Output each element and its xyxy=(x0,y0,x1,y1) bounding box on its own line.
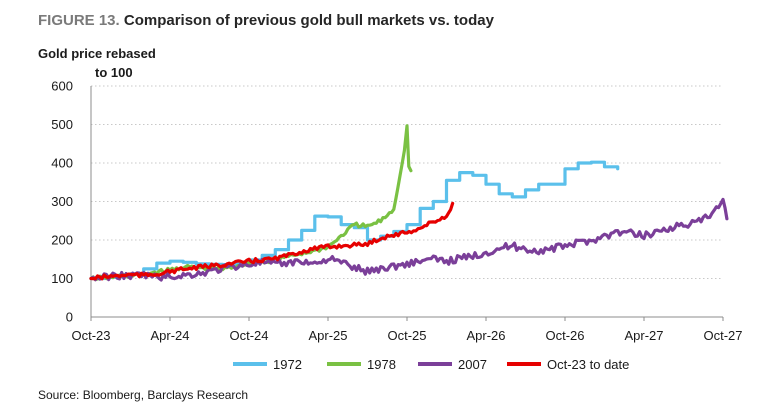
y-tick-label: 600 xyxy=(51,79,73,94)
figure-title-text: Comparison of previous gold bull markets… xyxy=(123,12,494,29)
legend-label: Oct-23 to date xyxy=(547,357,629,372)
x-tick-label: Oct-24 xyxy=(229,328,268,343)
x-tick-label: Apr-26 xyxy=(466,328,505,343)
x-tick-label: Apr-25 xyxy=(308,328,347,343)
legend: 1972 1978 2007 Oct-23 to date xyxy=(233,357,629,372)
x-tick-label: Apr-24 xyxy=(150,328,189,343)
legend-label: 1978 xyxy=(367,357,396,372)
series-lines xyxy=(89,124,729,282)
source-note: Source: Bloomberg, Barclays Research xyxy=(38,388,249,402)
figure-title: FIGURE 13. Comparison of previous gold b… xyxy=(38,12,494,29)
series-line-1978 xyxy=(89,124,413,282)
gridlines xyxy=(91,85,723,279)
y-tick-label: 0 xyxy=(66,310,73,325)
y-axis-label: Gold price rebased to 100 xyxy=(38,44,156,82)
figure-number: FIGURE 13. xyxy=(38,12,120,29)
y-axis-label-line1: Gold price rebased xyxy=(38,46,156,61)
y-tick-labels: 0 100 200 300 400 500 600 xyxy=(51,79,73,325)
x-tick-label: Oct-27 xyxy=(703,328,742,343)
y-tick-label: 100 xyxy=(51,271,73,286)
x-tick-label: Oct-26 xyxy=(545,328,584,343)
legend-label: 1972 xyxy=(273,357,302,372)
x-tick-labels: Oct-23 Apr-24 Oct-24 Apr-25 Oct-25 Apr-26 Oct-… xyxy=(71,317,743,343)
x-tick-label: Oct-23 xyxy=(71,328,110,343)
y-tick-label: 200 xyxy=(51,233,73,248)
y-tick-label: 400 xyxy=(51,156,73,171)
x-tick-label: Oct-25 xyxy=(387,328,426,343)
series-line-oct-23-to-date xyxy=(89,201,455,281)
y-tick-label: 300 xyxy=(51,194,73,209)
legend-label: 2007 xyxy=(458,357,487,372)
series-line-1972 xyxy=(89,160,620,281)
y-tick-label: 500 xyxy=(51,117,73,132)
series-line-2007 xyxy=(89,197,729,282)
x-tick-label: Apr-27 xyxy=(624,328,663,343)
y-axis-label-line2: to 100 xyxy=(95,65,133,80)
